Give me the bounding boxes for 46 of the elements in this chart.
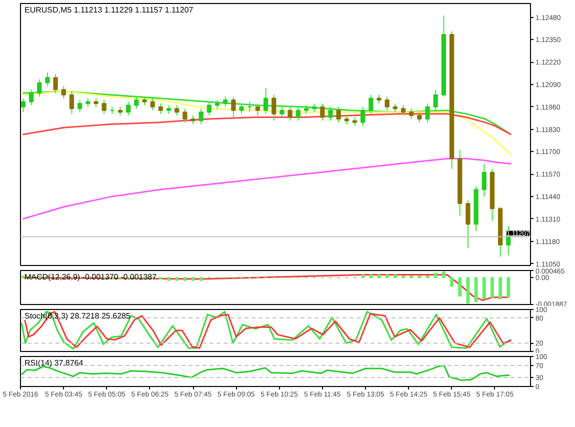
candlestick xyxy=(239,102,244,114)
candlestick xyxy=(336,106,341,123)
candlestick xyxy=(368,94,374,114)
chart-title: EURUSD,M5 1.11213 1.11229 1.11157 1.11207 xyxy=(24,6,194,14)
candlestick xyxy=(102,100,106,114)
line-series xyxy=(22,90,512,156)
line-series xyxy=(22,158,512,220)
candlestick xyxy=(280,106,284,118)
line-series xyxy=(22,113,512,136)
candlestick xyxy=(360,106,366,126)
candlestick xyxy=(263,87,268,114)
candlestick xyxy=(223,96,228,108)
candlestick xyxy=(158,102,163,114)
candlestick xyxy=(182,108,188,123)
candlestick xyxy=(69,90,74,114)
candlestick xyxy=(231,96,236,118)
candlestick xyxy=(126,101,131,116)
candlestick xyxy=(433,89,438,111)
candlestick xyxy=(61,86,66,99)
candlestick xyxy=(174,104,180,116)
candlestick xyxy=(20,98,26,113)
candlestick xyxy=(28,89,34,106)
candlestick xyxy=(134,96,139,110)
candlestick xyxy=(296,106,300,122)
candlestick xyxy=(255,102,260,116)
candlestick xyxy=(45,72,50,87)
candlestick xyxy=(384,96,390,111)
line-series xyxy=(22,90,512,136)
candlestick xyxy=(77,100,82,113)
candlestick xyxy=(53,74,58,94)
candlestick xyxy=(425,102,430,123)
line-series xyxy=(22,274,510,301)
candlestick xyxy=(288,106,292,122)
chart-title: RSI(14) 37.8764 xyxy=(24,358,84,368)
candlestick xyxy=(466,200,470,249)
candlestick xyxy=(272,94,276,122)
candlestick xyxy=(37,78,42,98)
candlestick xyxy=(417,112,422,123)
candlestick xyxy=(409,108,414,120)
candlestick xyxy=(328,106,333,122)
candlestick xyxy=(320,102,325,122)
candlestick xyxy=(150,98,155,111)
candlestick xyxy=(400,104,406,116)
candlestick xyxy=(206,101,212,116)
candlestick xyxy=(482,163,486,198)
candlestick xyxy=(198,108,204,125)
